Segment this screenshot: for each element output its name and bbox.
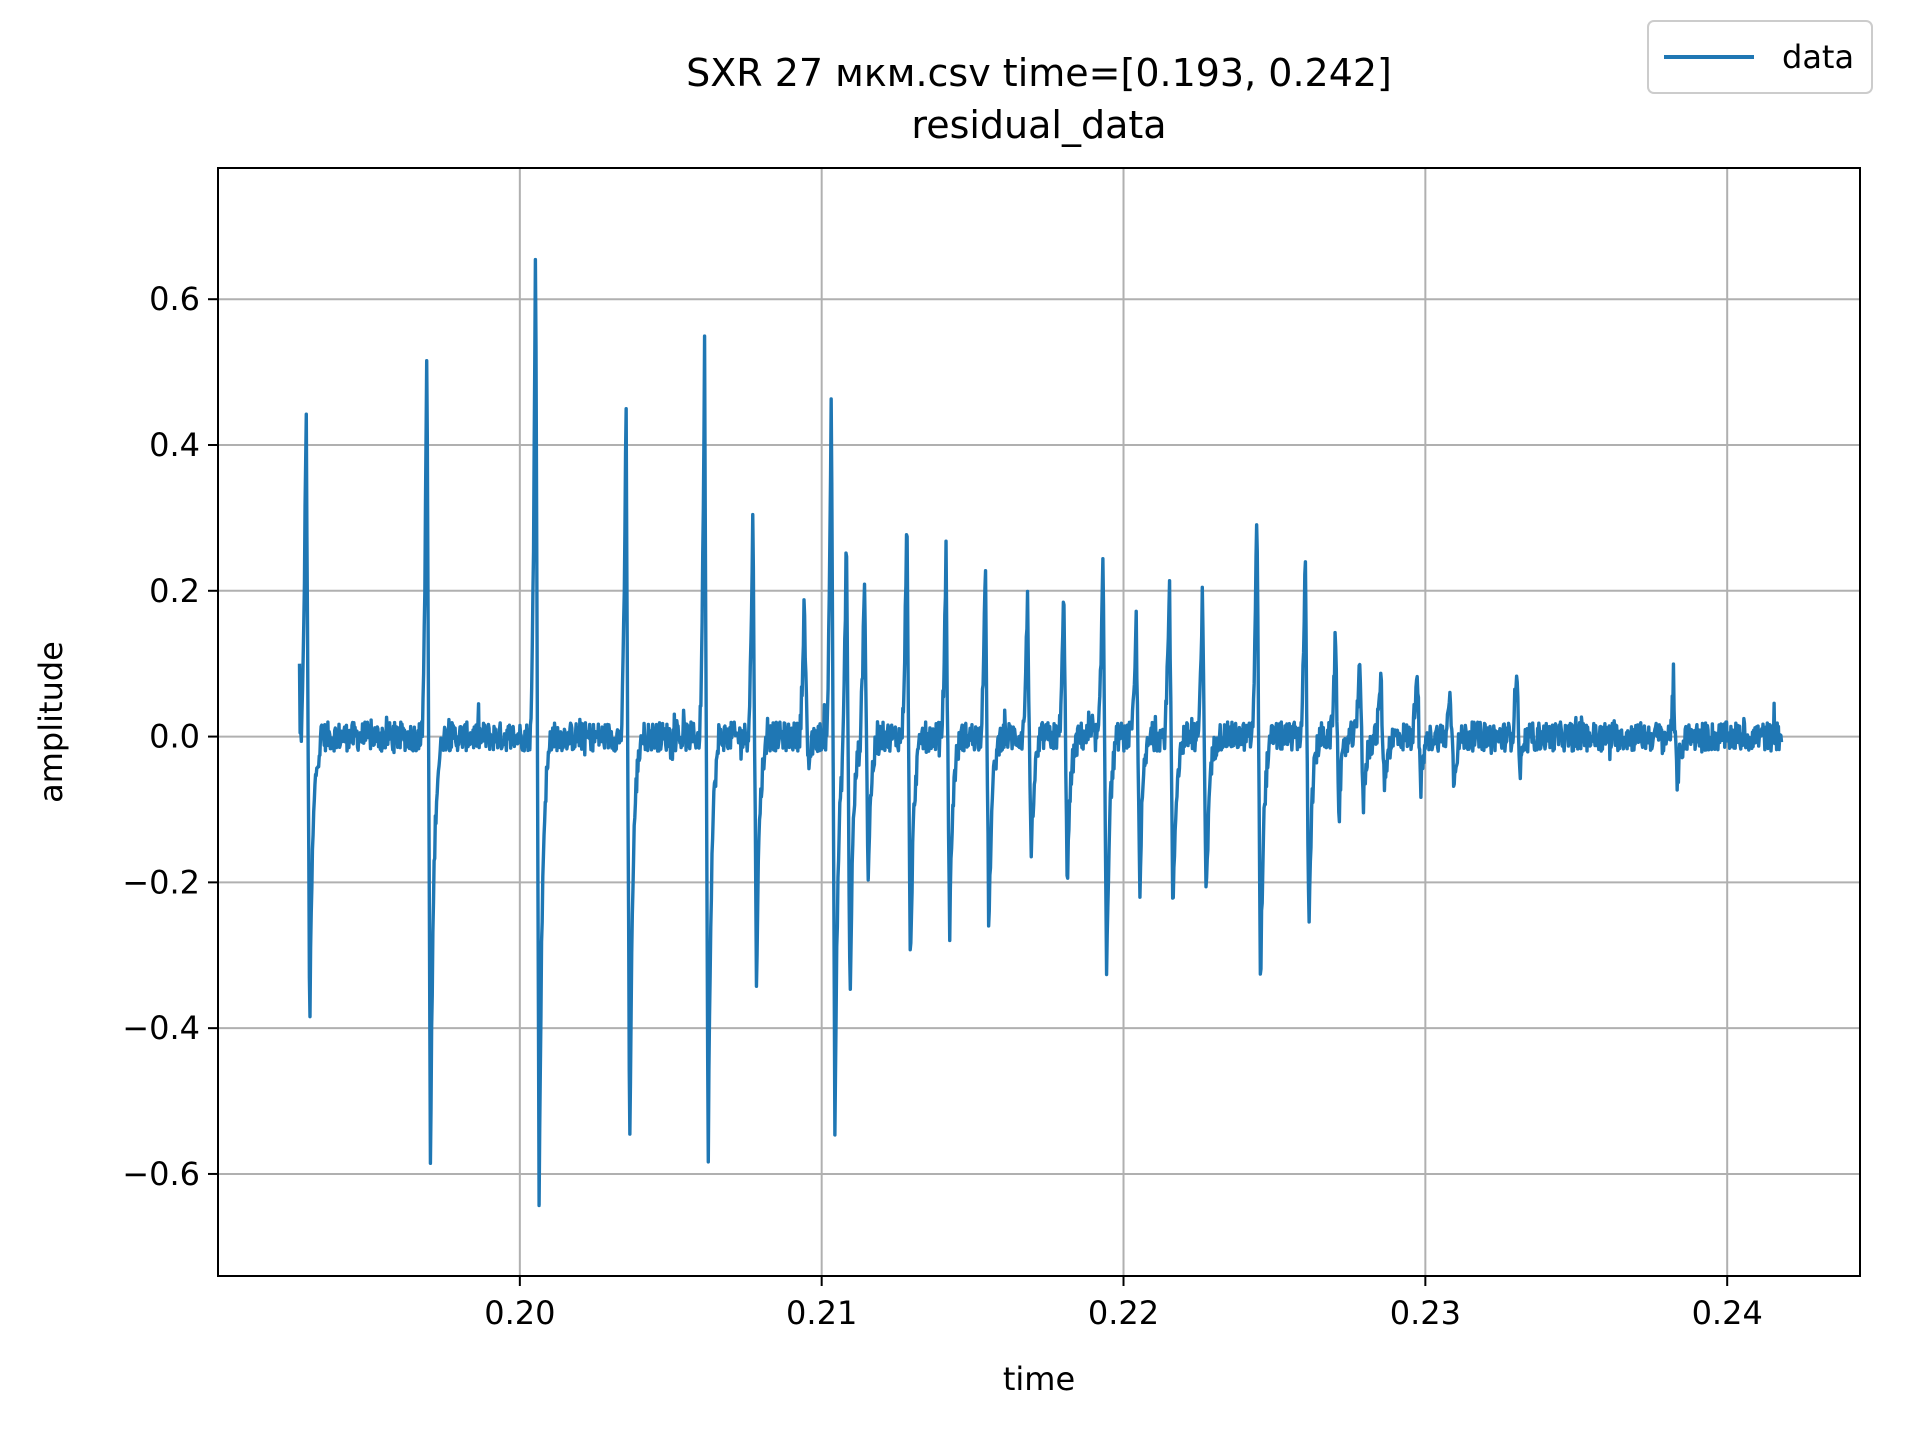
- x-tick-label: 0.24: [1692, 1294, 1763, 1332]
- x-tick-label: 0.23: [1390, 1294, 1461, 1332]
- legend: data: [1647, 20, 1873, 94]
- y-tick-label: 0.6: [149, 280, 200, 318]
- y-axis-label: amplitude: [32, 641, 70, 803]
- chart-subtitle: residual_data: [911, 103, 1166, 147]
- y-tick-label: −0.2: [122, 863, 200, 901]
- legend-frame: [1647, 20, 1873, 94]
- y-axis-ticks: −0.6 −0.4 −0.2 0.0 0.2 0.4 0.6: [122, 280, 218, 1193]
- x-axis-label: time: [1003, 1360, 1075, 1398]
- plot-area: [297, 257, 1784, 1208]
- y-tick-label: 0.4: [149, 426, 200, 464]
- axes-frame: [217, 167, 1861, 1277]
- x-tick-label: 0.21: [786, 1294, 857, 1332]
- y-tick-label: 0.2: [149, 572, 200, 610]
- data-series-line: [297, 257, 1784, 1208]
- y-tick-label: −0.4: [122, 1009, 200, 1047]
- y-tick-label: −0.6: [122, 1155, 200, 1193]
- x-tick-label: 0.22: [1088, 1294, 1159, 1332]
- x-axis-ticks: 0.20 0.21 0.22 0.23 0.24: [484, 1276, 1763, 1332]
- x-tick-label: 0.20: [484, 1294, 555, 1332]
- legend-label-data: data: [1782, 38, 1854, 76]
- y-tick-label: 0.0: [149, 718, 200, 756]
- chart-title: SXR 27 мкм.csv time=[0.193, 0.242]: [686, 51, 1392, 95]
